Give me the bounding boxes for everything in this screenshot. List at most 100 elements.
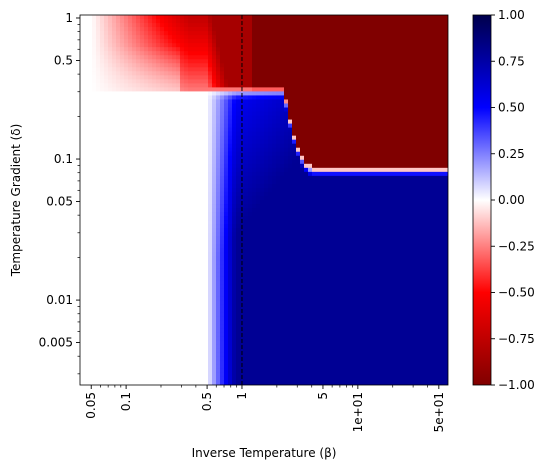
heatmap-cell [268, 360, 273, 366]
heatmap-cell [80, 151, 85, 157]
heatmap-cell [188, 284, 193, 290]
heatmap-cell [280, 179, 285, 185]
heatmap-cell [196, 236, 201, 241]
heatmap-cell [80, 256, 85, 261]
heatmap-cell [92, 15, 97, 20]
heatmap-cell [84, 368, 89, 374]
heatmap-cell [252, 195, 257, 201]
heatmap-cell [108, 91, 113, 97]
heatmap-cell [272, 127, 277, 133]
heatmap-cell [216, 288, 221, 294]
heatmap-cell [236, 35, 241, 40]
heatmap-cell [156, 304, 161, 310]
heatmap-cell [84, 135, 89, 141]
heatmap-cell [164, 179, 169, 185]
heatmap-cell [96, 216, 101, 221]
heatmap-cell [124, 187, 129, 193]
heatmap-cell [168, 316, 173, 322]
heatmap-cell [208, 320, 213, 326]
heatmap-cell [168, 107, 173, 113]
heatmap-cell [228, 232, 233, 237]
heatmap-cell [288, 260, 293, 265]
heatmap-cell [92, 296, 97, 302]
heatmap-cell [188, 324, 193, 330]
heatmap-cell [156, 171, 161, 177]
heatmap-cell [284, 75, 289, 80]
heatmap-cell [128, 296, 133, 302]
heatmap-cell [288, 364, 293, 370]
heatmap-cell [168, 252, 173, 257]
heatmap-cell [212, 220, 217, 225]
heatmap-cell [188, 87, 193, 93]
heatmap-cell [204, 63, 209, 68]
heatmap-cell [252, 280, 257, 286]
heatmap-cell [184, 360, 189, 366]
heatmap-cell [192, 15, 197, 20]
heatmap-cell [80, 316, 85, 322]
heatmap-cell [172, 364, 177, 370]
heatmap-cell [124, 200, 129, 205]
heatmap-cell [280, 308, 285, 314]
heatmap-cell [188, 163, 193, 169]
heatmap-cell [196, 103, 201, 109]
heatmap-cell [276, 151, 281, 157]
heatmap-cell [244, 191, 249, 197]
heatmap-cell [184, 260, 189, 265]
heatmap-cell [212, 95, 217, 101]
heatmap-cell [136, 35, 141, 40]
heatmap-cell [84, 268, 89, 273]
heatmap-cell [220, 79, 225, 84]
heatmap-cell [92, 244, 97, 249]
heatmap-cell [100, 264, 105, 269]
heatmap-cell [224, 228, 229, 233]
heatmap-cell [100, 195, 105, 201]
heatmap-cell [292, 288, 297, 294]
heatmap-cell [180, 356, 185, 362]
heatmap-cell [100, 179, 105, 185]
heatmap-cell [88, 195, 93, 201]
heatmap-cell [140, 288, 145, 294]
heatmap-cell [172, 300, 177, 306]
heatmap-cell [280, 328, 285, 334]
heatmap-cell [128, 59, 133, 64]
heatmap-cell [120, 348, 125, 354]
heatmap-cell [276, 280, 281, 286]
heatmap-cell [116, 183, 121, 189]
heatmap-cell [180, 224, 185, 229]
heatmap-cell [152, 183, 157, 189]
heatmap-cell [100, 336, 105, 342]
heatmap-cell [268, 244, 273, 249]
heatmap-cell [252, 171, 257, 177]
heatmap-cell [120, 71, 125, 76]
heatmap-cell [200, 284, 205, 290]
heatmap-cell [104, 376, 109, 382]
heatmap-cell [120, 340, 125, 346]
heatmap-cell [192, 236, 197, 241]
heatmap-cell [180, 340, 185, 346]
heatmap-cell [180, 47, 185, 52]
heatmap-cell [160, 59, 165, 64]
heatmap-cell [256, 139, 261, 145]
heatmap-cell [148, 360, 153, 366]
heatmap-cell [188, 296, 193, 302]
heatmap-cell [216, 252, 221, 257]
heatmap-cell [220, 324, 225, 330]
heatmap-cell [264, 71, 269, 76]
heatmap-cell [168, 187, 173, 193]
heatmap-cell [156, 200, 161, 205]
heatmap-cell [268, 183, 273, 189]
heatmap-cell [260, 183, 265, 189]
heatmap-cell [224, 163, 229, 169]
heatmap-cell [268, 220, 273, 225]
heatmap-cell [160, 208, 165, 213]
heatmap-cell [200, 244, 205, 249]
heatmap-cell [120, 344, 125, 350]
heatmap-cell [268, 15, 273, 20]
heatmap-cell [156, 232, 161, 237]
heatmap-cell [192, 115, 197, 121]
heatmap-cell [128, 228, 133, 233]
heatmap-cell [212, 232, 217, 237]
heatmap-cell [172, 15, 177, 20]
heatmap-cell [124, 59, 129, 64]
heatmap-cell [280, 304, 285, 310]
